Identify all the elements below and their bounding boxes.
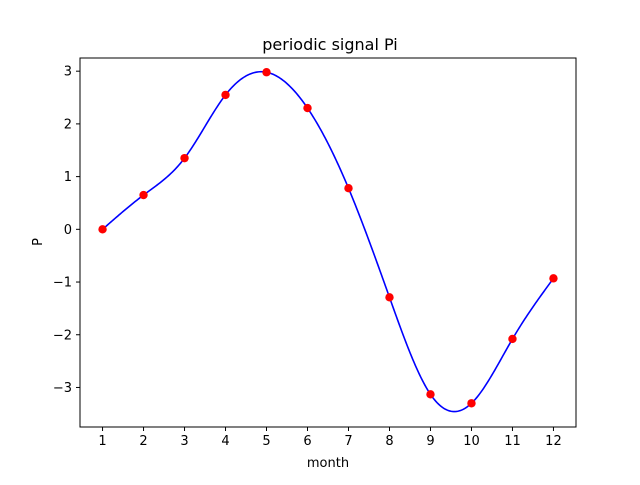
x-tick-label: 7 bbox=[344, 434, 352, 449]
y-axis-label: P bbox=[31, 238, 46, 246]
x-axis: 1 2 3 4 5 6 7 8 9 10 11 12 bbox=[98, 427, 562, 449]
x-tick-label: 4 bbox=[221, 434, 229, 449]
y-tick-label: 1 bbox=[64, 170, 72, 185]
data-point bbox=[221, 90, 230, 100]
data-point bbox=[385, 293, 394, 302]
data-point bbox=[508, 334, 517, 344]
data-point bbox=[344, 184, 353, 193]
x-tick-label: 5 bbox=[262, 434, 270, 449]
data-point bbox=[426, 390, 435, 399]
y-tick-label: −1 bbox=[53, 276, 72, 291]
y-tick-label: 2 bbox=[64, 117, 72, 132]
data-point bbox=[262, 68, 271, 77]
x-tick-label: 1 bbox=[98, 434, 106, 449]
y-tick-label: −3 bbox=[53, 381, 72, 396]
y-tick-label: −2 bbox=[53, 328, 72, 343]
y-tick-label: 3 bbox=[64, 65, 72, 80]
x-axis-label: month bbox=[307, 456, 349, 471]
x-tick-label: 11 bbox=[504, 434, 521, 449]
x-tick-label: 8 bbox=[385, 434, 393, 449]
x-tick-label: 3 bbox=[180, 434, 188, 449]
y-tick-label: 0 bbox=[64, 223, 72, 238]
plot-area bbox=[98, 68, 558, 413]
plot-frame bbox=[79, 57, 577, 428]
data-point bbox=[180, 153, 189, 163]
data-point bbox=[549, 274, 558, 283]
x-tick-label: 9 bbox=[426, 434, 434, 449]
chart-title: periodic signal Pi bbox=[262, 35, 397, 54]
series-line-0 bbox=[102, 70, 555, 413]
x-tick-label: 6 bbox=[303, 434, 311, 449]
x-tick-label: 10 bbox=[463, 434, 480, 449]
data-point bbox=[467, 399, 476, 408]
x-tick-label: 12 bbox=[545, 434, 562, 449]
y-axis: −3 −2 −1 0 1 2 3 bbox=[53, 65, 80, 396]
data-point bbox=[98, 225, 107, 234]
x-tick-label: 2 bbox=[139, 434, 147, 449]
data-point bbox=[303, 103, 312, 113]
data-point bbox=[139, 190, 148, 200]
